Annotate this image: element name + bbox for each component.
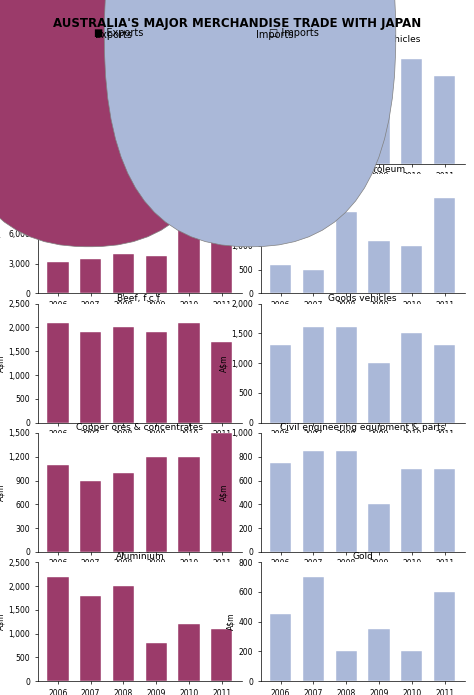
Y-axis label: A$m: A$m	[219, 354, 228, 372]
Bar	[211, 433, 232, 552]
Title: Goods vehicles: Goods vehicles	[328, 294, 397, 303]
Bar	[303, 577, 324, 681]
Bar	[146, 69, 167, 164]
Bar	[211, 342, 232, 423]
Bar	[368, 363, 390, 423]
Bar	[401, 651, 422, 681]
Bar	[368, 79, 390, 164]
Bar	[80, 111, 101, 164]
Bar	[178, 75, 200, 164]
Bar	[270, 614, 292, 681]
Bar	[113, 327, 134, 423]
Title: Refined petroleum: Refined petroleum	[320, 165, 405, 174]
Text: Exports: Exports	[95, 30, 132, 40]
Bar	[303, 270, 324, 293]
Bar	[80, 596, 101, 681]
Bar	[178, 322, 200, 423]
Bar	[434, 345, 455, 423]
Bar	[178, 204, 200, 293]
Bar	[47, 261, 69, 293]
Y-axis label: A$m: A$m	[219, 225, 228, 243]
Bar	[303, 327, 324, 423]
Text: □ Imports: □ Imports	[269, 28, 319, 38]
Y-axis label: A$m: A$m	[0, 354, 6, 372]
Bar	[434, 76, 455, 164]
Bar	[336, 327, 357, 423]
Title: Civil engineering equipment & parts: Civil engineering equipment & parts	[280, 423, 445, 432]
Bar	[178, 457, 200, 552]
Bar	[434, 592, 455, 681]
Title: Beef, f.c.f.: Beef, f.c.f.	[117, 294, 163, 303]
Bar	[211, 66, 232, 164]
Title: Aluminium: Aluminium	[116, 553, 164, 562]
Bar	[270, 72, 292, 164]
Bar	[401, 246, 422, 293]
Bar	[113, 47, 134, 164]
Text: AUSTRALIA'S MAJOR MERCHANDISE TRADE WITH JAPAN: AUSTRALIA'S MAJOR MERCHANDISE TRADE WITH…	[53, 17, 421, 31]
Bar	[146, 256, 167, 293]
Bar	[80, 259, 101, 293]
Bar	[146, 643, 167, 681]
Y-axis label: A$m: A$m	[219, 96, 228, 113]
Bar	[47, 577, 69, 681]
Bar	[146, 457, 167, 552]
Bar	[303, 451, 324, 552]
Bar	[368, 241, 390, 293]
Bar	[270, 463, 292, 552]
Bar	[401, 334, 422, 423]
Bar	[211, 629, 232, 681]
Bar	[434, 468, 455, 552]
Y-axis label: A$m: A$m	[0, 96, 1, 113]
Bar	[146, 332, 167, 423]
Bar	[47, 108, 69, 164]
Title: Passenger motor vehicles: Passenger motor vehicles	[304, 35, 421, 44]
Bar	[80, 480, 101, 552]
Bar	[113, 254, 134, 293]
Bar	[113, 473, 134, 552]
Text: Imports: Imports	[256, 30, 293, 40]
Bar	[401, 468, 422, 552]
Title: Coal: Coal	[130, 35, 150, 44]
Bar	[336, 62, 357, 164]
Bar	[401, 58, 422, 164]
Y-axis label: A$m: A$m	[0, 484, 6, 501]
Bar	[368, 505, 390, 552]
Title: Gold: Gold	[352, 553, 373, 562]
Bar	[434, 198, 455, 293]
Y-axis label: A$m: A$m	[227, 613, 236, 630]
Bar	[47, 465, 69, 552]
Title: Iron ores & concentrates: Iron ores & concentrates	[84, 165, 196, 174]
Bar	[368, 629, 390, 681]
Bar	[336, 651, 357, 681]
Bar	[336, 451, 357, 552]
Bar	[270, 345, 292, 423]
Y-axis label: A$m: A$m	[0, 225, 1, 243]
Bar	[303, 71, 324, 164]
Bar	[47, 322, 69, 423]
Bar	[178, 624, 200, 681]
Bar	[80, 332, 101, 423]
Bar	[211, 179, 232, 293]
Y-axis label: A$m: A$m	[219, 484, 228, 501]
Title: Copper ores & concentrates: Copper ores & concentrates	[76, 423, 203, 432]
Bar	[336, 213, 357, 293]
Bar	[113, 586, 134, 681]
Text: ■ Exports: ■ Exports	[94, 28, 143, 38]
Y-axis label: A$m: A$m	[0, 613, 6, 630]
Bar	[270, 265, 292, 293]
